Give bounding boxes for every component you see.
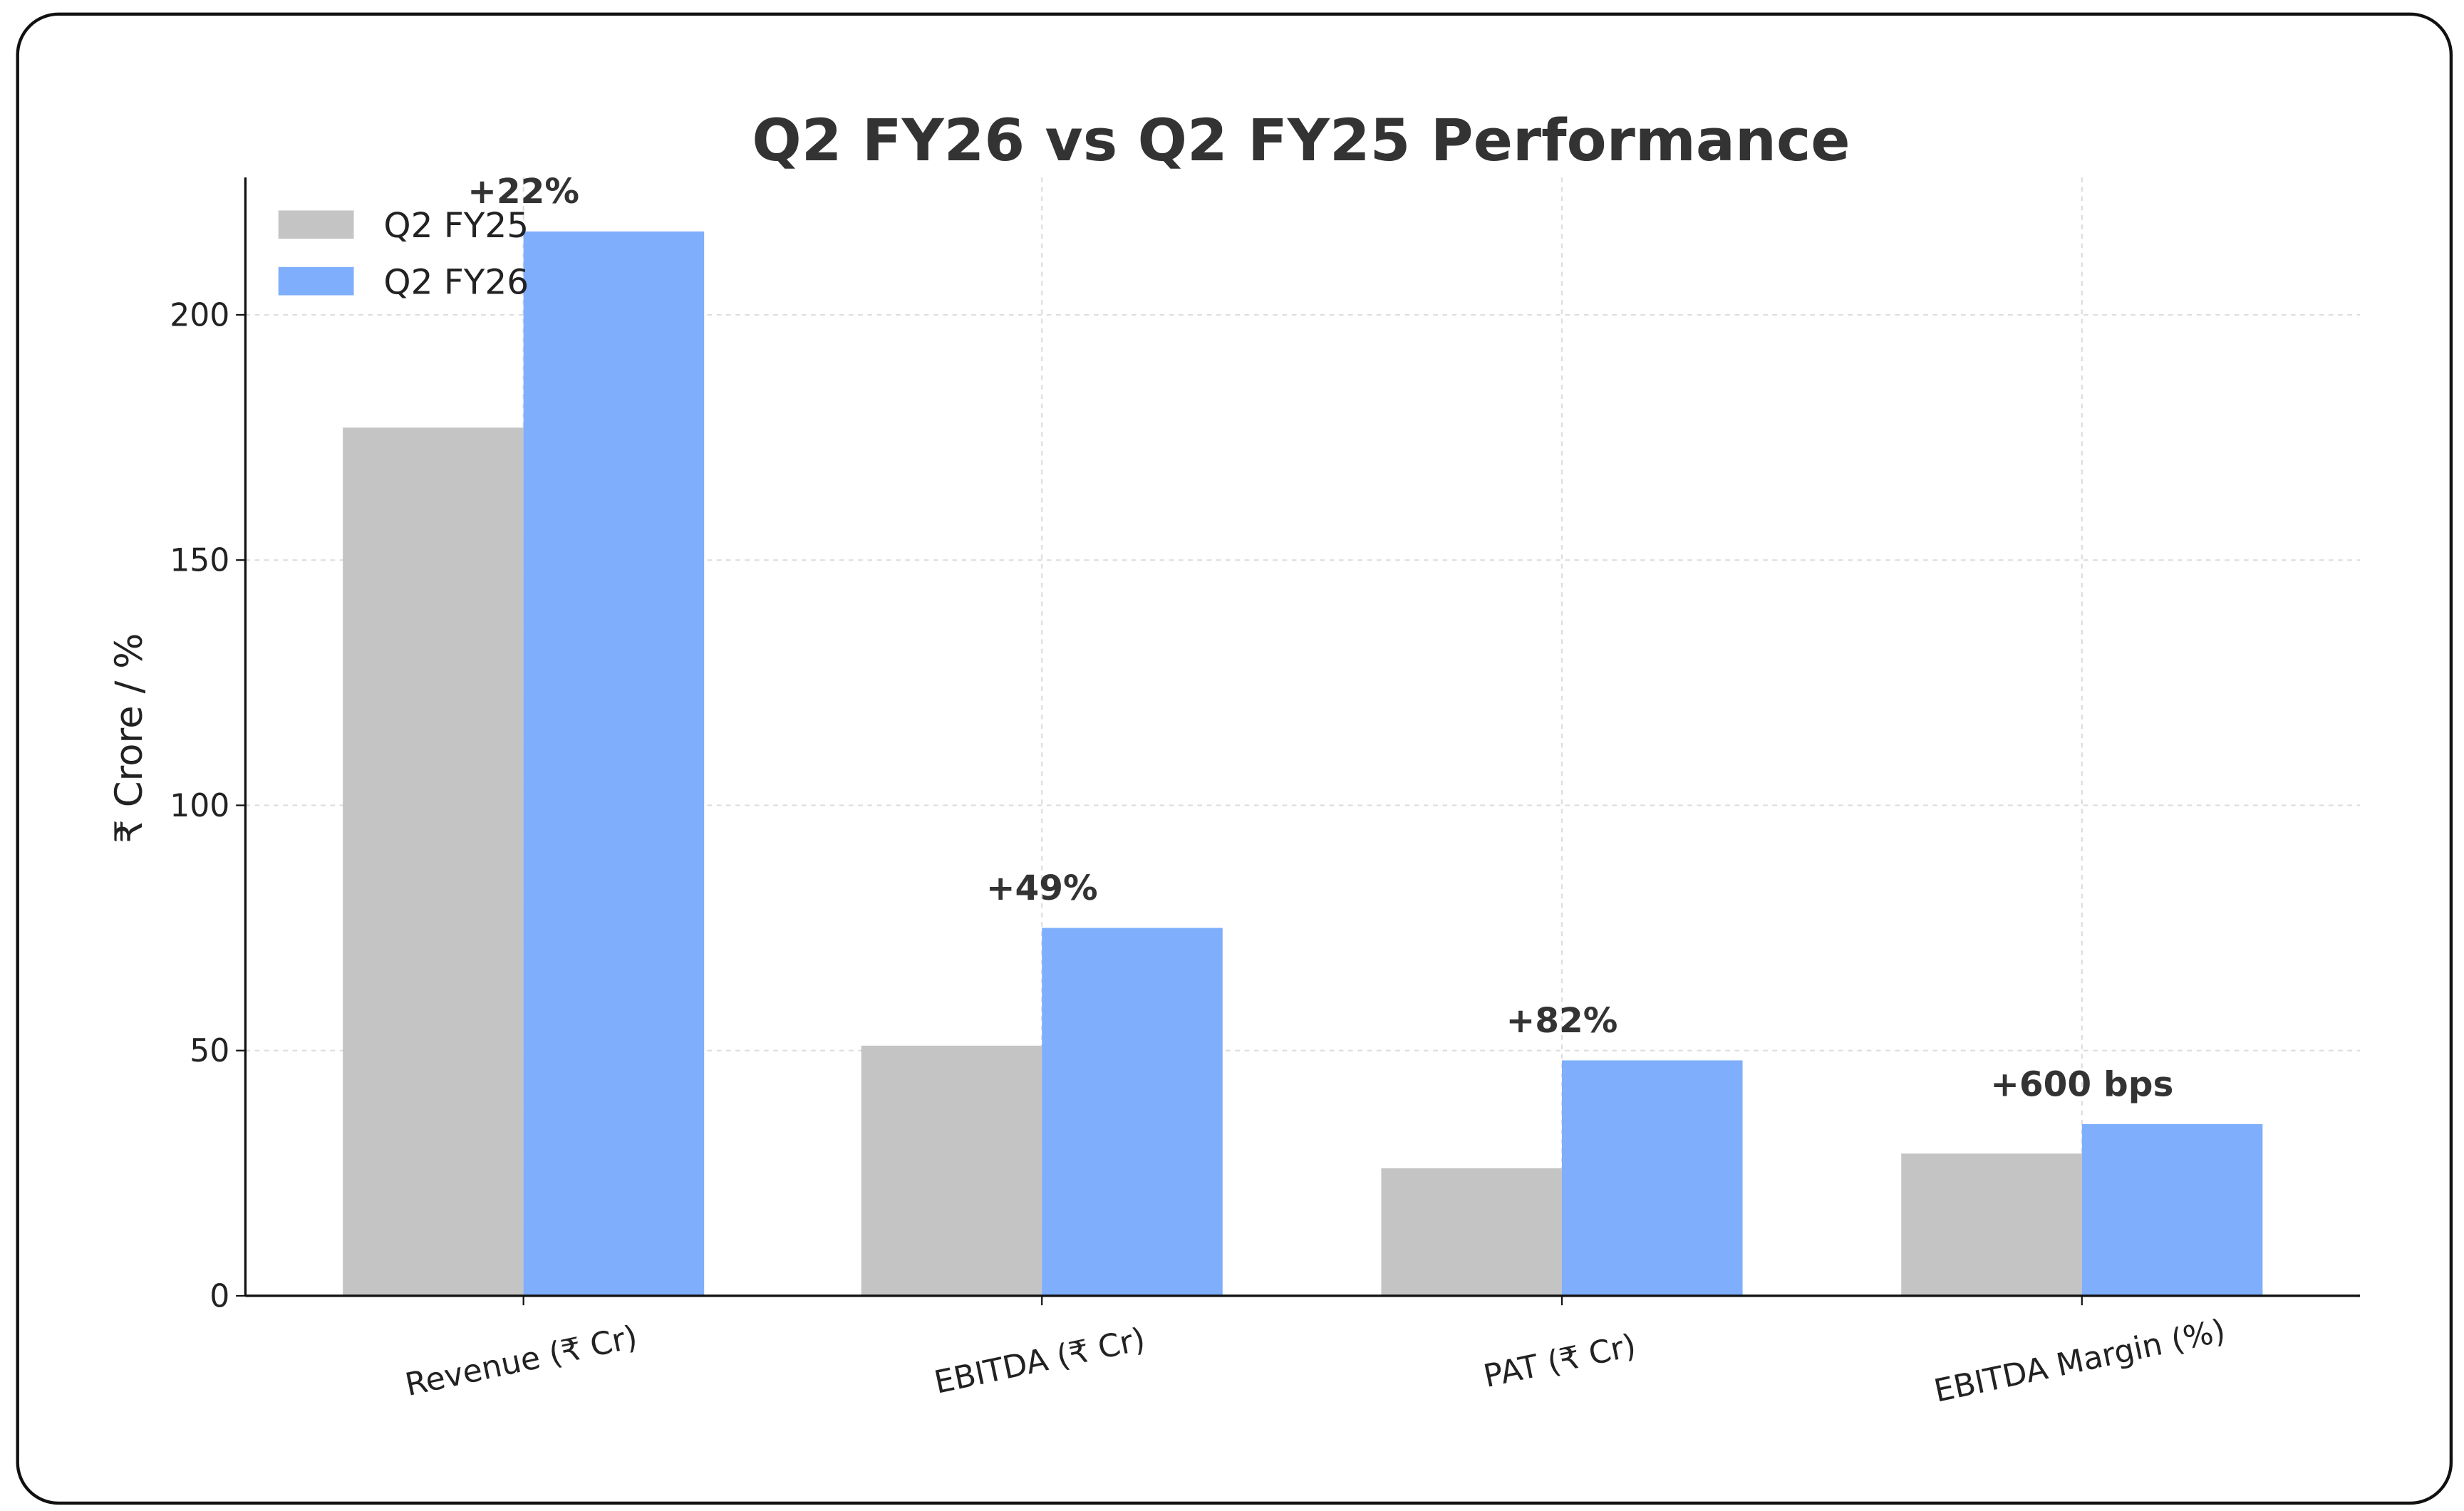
bar-q2-fy26 (1042, 928, 1223, 1296)
change-annotation: +600 bps (1990, 1064, 2173, 1104)
y-tick-label: 100 (170, 788, 229, 824)
legend-swatch-q2-fy25 (278, 210, 354, 239)
legend: Q2 FY25 Q2 FY26 (278, 206, 529, 302)
y-ticks: 0 50 100 150 200 (170, 297, 246, 1314)
y-tick-label: 0 (209, 1278, 229, 1314)
change-annotation: +49% (986, 868, 1098, 908)
bar-q2-fy25 (343, 427, 524, 1296)
bar-q2-fy26 (1562, 1060, 1743, 1296)
legend-label-q2-fy26: Q2 FY26 (383, 262, 529, 302)
annotations: +22% +49% +82% +600 bps (467, 172, 2173, 1104)
bar-q2-fy25 (1901, 1153, 2082, 1296)
bar-q2-fy26 (523, 231, 705, 1296)
y-tick-label: 50 (190, 1033, 229, 1069)
bars (343, 231, 2263, 1296)
y-tick-label: 150 (170, 543, 229, 579)
chart-title: Q2 FY26 vs Q2 FY25 Performance (752, 107, 1850, 175)
y-tick-label: 200 (170, 297, 229, 333)
y-axis-label: ₹ Crore / % (108, 633, 151, 843)
bar-q2-fy26 (2081, 1123, 2263, 1296)
change-annotation: +22% (467, 172, 579, 212)
legend-swatch-q2-fy26 (278, 266, 354, 296)
bar-q2-fy25 (1381, 1168, 1563, 1296)
legend-label-q2-fy25: Q2 FY25 (383, 206, 529, 246)
change-annotation: +82% (1506, 1001, 1618, 1041)
bar-q2-fy25 (861, 1045, 1042, 1296)
